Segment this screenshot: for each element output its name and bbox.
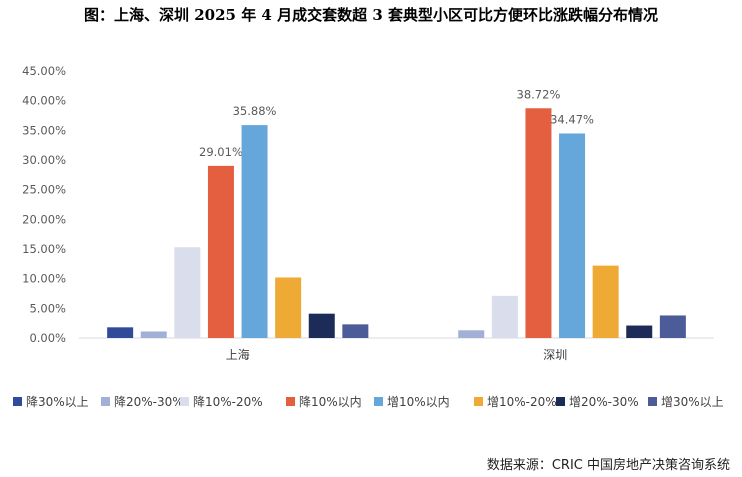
x-category-label: 深圳 <box>543 348 567 362</box>
legend-label: 降20%-30% <box>114 395 184 409</box>
legend-label: 增10%-20% <box>487 395 557 409</box>
x-category-label: 上海 <box>226 347 250 362</box>
bar <box>525 108 552 339</box>
data-label: 35.88% <box>233 104 277 118</box>
bar <box>458 330 485 338</box>
bar-chart: 0.00% 5.00% 10.00% 15.00% 20.00% 25.00% 30.00%… <box>13 64 724 409</box>
chart-title: 图：上海、深圳 2025 年 4 月成交套数超 3 套典型小区可比方便环比涨跌幅… <box>84 6 658 24</box>
legend-label: 增20%-30% <box>569 395 639 409</box>
y-tick-label: 5.00% <box>29 301 66 315</box>
legend-label: 降10%-20% <box>193 395 263 409</box>
legend-label: 降30%以上 <box>26 395 89 409</box>
source-note: 数据来源：CRIC 中国房地产决策咨询系统 <box>486 458 730 473</box>
data-label: 34.47% <box>550 112 594 126</box>
bar <box>559 133 586 338</box>
bar <box>626 325 653 338</box>
legend-swatch <box>374 397 383 406</box>
legend-swatch <box>286 397 295 406</box>
y-tick-label: 45.00% <box>22 64 66 78</box>
legend-label: 增30%以上 <box>661 395 724 409</box>
legend-swatch <box>556 397 565 406</box>
y-tick-label: 25.00% <box>22 183 66 197</box>
legend-swatch <box>474 397 483 406</box>
x-axis-categories: 上海 深圳 <box>226 347 568 362</box>
y-tick-label: 15.00% <box>22 242 66 256</box>
y-tick-label: 35.00% <box>22 123 66 137</box>
bar <box>140 331 167 338</box>
bar <box>659 315 686 338</box>
data-label: 29.01% <box>199 145 243 159</box>
y-tick-label: 20.00% <box>22 212 66 226</box>
legend-swatch <box>180 397 189 406</box>
y-tick-label: 0.00% <box>29 331 66 345</box>
data-label: 38.72% <box>517 87 561 101</box>
legend-swatch <box>648 397 657 406</box>
bar <box>491 295 518 338</box>
bars-group: 29.01% 35.88% 38.72% 34.47% <box>107 87 686 339</box>
legend-label: 增10%以内 <box>387 395 450 409</box>
bar <box>107 327 134 338</box>
bar <box>308 313 335 338</box>
y-axis-ticks: 0.00% 5.00% 10.00% 15.00% 20.00% 25.00% 30.00%… <box>22 64 66 345</box>
bar <box>592 265 619 338</box>
legend-swatch <box>13 397 22 406</box>
bar <box>241 125 268 338</box>
y-tick-label: 30.00% <box>22 153 66 167</box>
bar <box>275 277 302 338</box>
legend-swatch <box>101 397 110 406</box>
bar <box>207 165 234 338</box>
y-tick-label: 10.00% <box>22 272 66 286</box>
legend-label: 降10%以内 <box>299 395 362 409</box>
legend: 降30%以上 降20%-30% 降10%-20% 降10%以内 增10%以内 增10%-2… <box>13 395 724 409</box>
bar <box>342 324 369 338</box>
y-tick-label: 40.00% <box>22 94 66 108</box>
bar <box>174 247 201 338</box>
